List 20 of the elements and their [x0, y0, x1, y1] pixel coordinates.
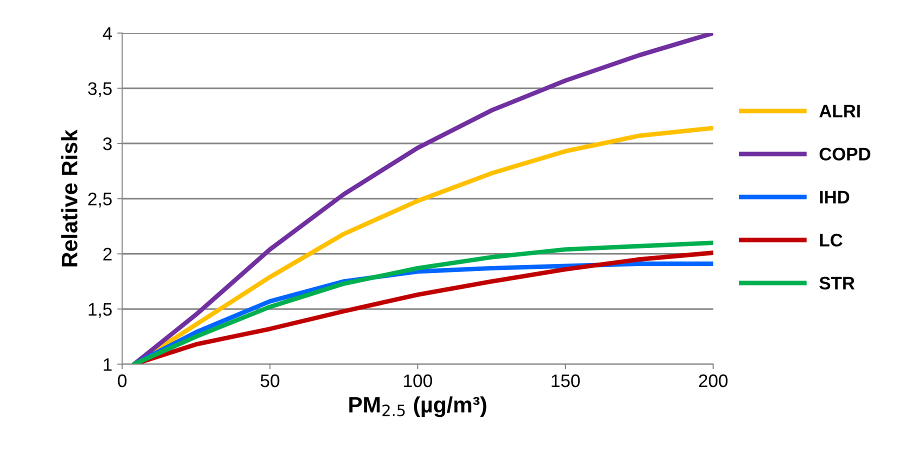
- x-tick-label: 200: [699, 374, 728, 388]
- y-tick-label: 3: [103, 137, 112, 150]
- y-tick-label: 2: [103, 248, 112, 260]
- y-tick-label: 3,5: [88, 82, 112, 98]
- y-tick-label: 4: [102, 27, 112, 40]
- x-tick-label: 0: [118, 374, 127, 388]
- x-tick-label: 150: [552, 374, 580, 388]
- line-series: [132, 33, 714, 364]
- y-axis-title: Relative Risk: [61, 129, 78, 266]
- y-tick-label: 2,5: [88, 192, 112, 208]
- legend-label: COPD: [820, 148, 870, 160]
- legend-label: IHD: [820, 190, 850, 204]
- x-tick-label: 50: [260, 374, 280, 388]
- y-tick-label: 1,5: [88, 303, 112, 318]
- y-tick-label: 1: [104, 358, 112, 371]
- legend-label: STR: [819, 276, 855, 290]
- x-axis-title: PM$_{2.5}$ (µg/m³): [349, 396, 486, 418]
- legend-label: ALRI: [819, 104, 860, 118]
- x-tick-label: 100: [404, 374, 432, 388]
- legend-label: LC: [820, 234, 842, 247]
